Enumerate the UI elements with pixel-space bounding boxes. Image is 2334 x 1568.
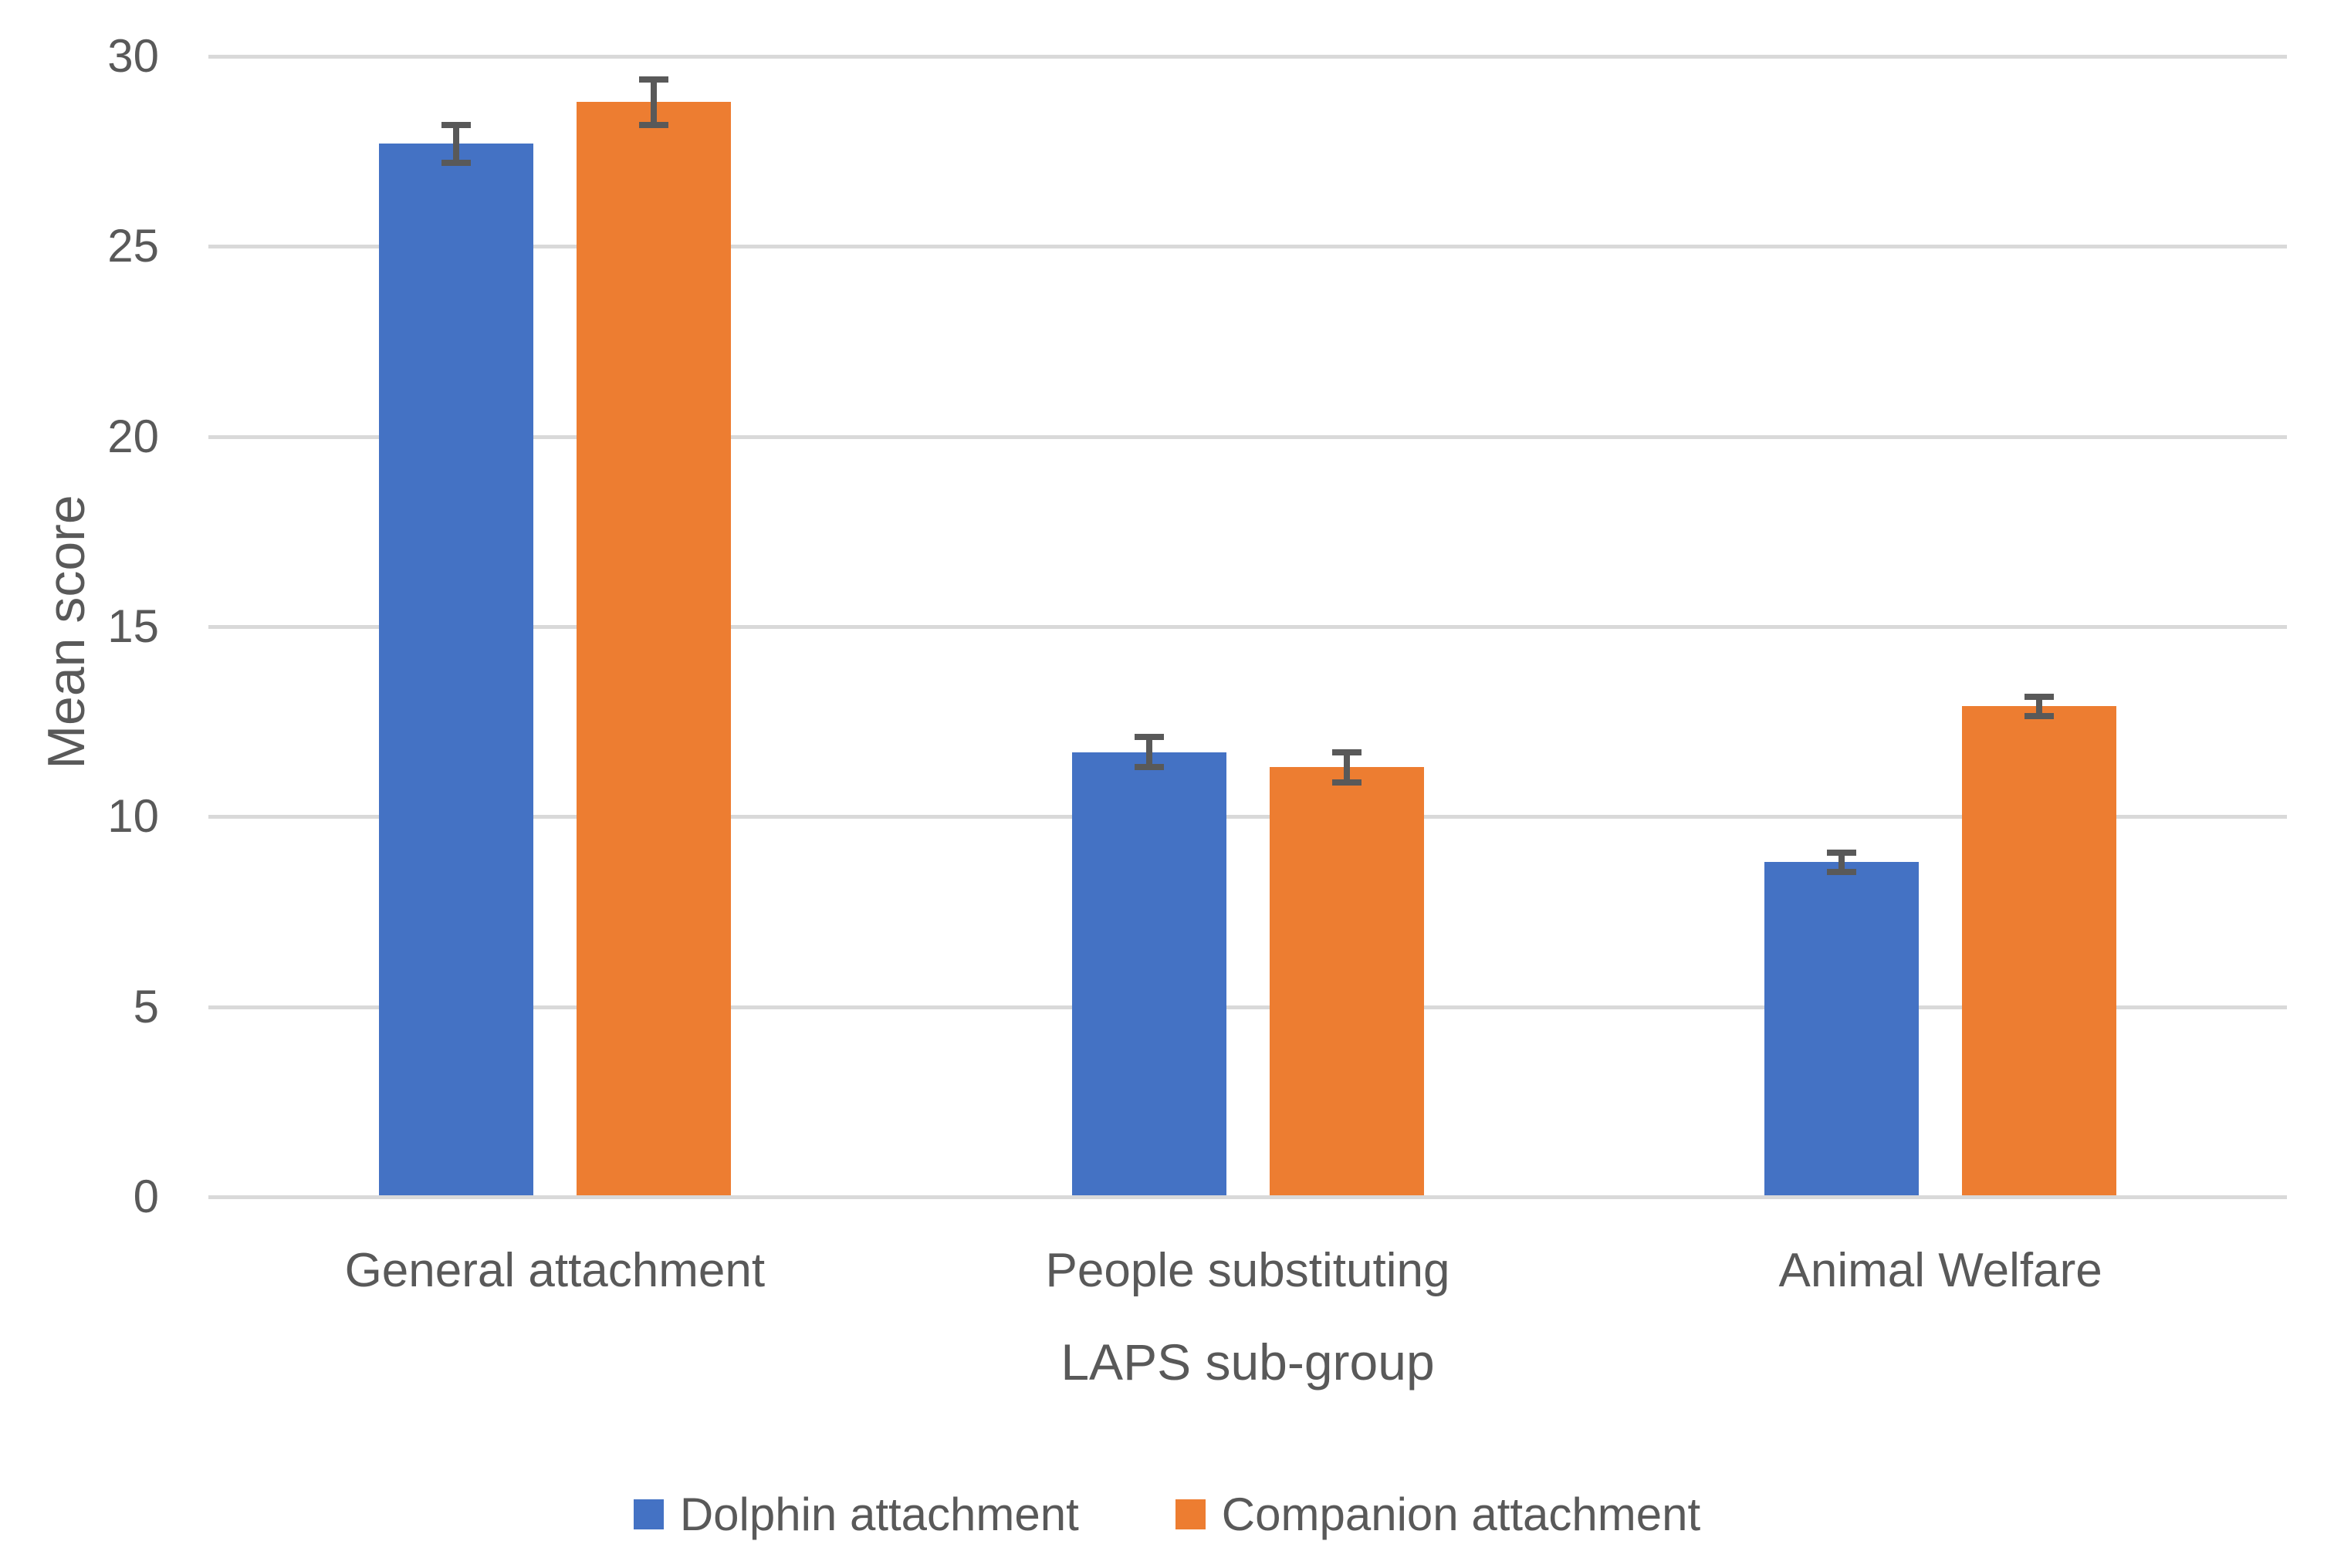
bar-dolphin-attachment-animal-welfare — [1764, 862, 1920, 1195]
x-category-general-attachment: General attachment — [344, 1244, 766, 1297]
error-bar-dolphin-attachment-animal-welfare — [1838, 853, 1845, 872]
x-category-people-substituting: People substituting — [1045, 1244, 1450, 1297]
legend-item-dolphin-attachment: Dolphin attachment — [633, 1488, 1079, 1541]
x-category-animal-welfare: Animal Welfare — [1778, 1244, 2102, 1297]
y-tick-15: 15 — [107, 600, 159, 652]
error-cap-top-dolphin-attachment-animal-welfare — [1827, 850, 1857, 857]
legend: Dolphin attachment Companion attachment — [0, 1488, 2334, 1541]
y-tick-20: 20 — [107, 410, 159, 462]
error-cap-bottom-dolphin-attachment-people-substituting — [1134, 764, 1164, 771]
y-tick-25: 25 — [107, 220, 159, 272]
gridline-25 — [208, 245, 2287, 249]
y-tick-30: 30 — [107, 30, 159, 82]
y-axis-title: Mean score — [37, 495, 96, 769]
gridline-15 — [208, 625, 2287, 629]
error-cap-top-dolphin-attachment-people-substituting — [1134, 733, 1164, 740]
gridline-20 — [208, 434, 2287, 439]
legend-item-companion-attachment: Companion attachment — [1175, 1488, 1700, 1541]
error-bar-companion-attachment-animal-welfare — [2036, 697, 2043, 716]
error-bar-dolphin-attachment-people-substituting — [1145, 736, 1152, 768]
bar-dolphin-attachment-people-substituting — [1071, 752, 1226, 1195]
error-bar-companion-attachment-general-attachment — [650, 79, 657, 125]
error-cap-bottom-dolphin-attachment-general-attachment — [441, 159, 471, 166]
bar-companion-attachment-animal-welfare — [1962, 706, 2117, 1195]
error-bar-companion-attachment-people-substituting — [1343, 752, 1350, 782]
gridline-30 — [208, 55, 2287, 59]
error-cap-bottom-companion-attachment-animal-welfare — [2024, 712, 2055, 719]
error-cap-top-companion-attachment-people-substituting — [1331, 749, 1362, 755]
y-tick-0: 0 — [133, 1171, 159, 1222]
legend-swatch-dolphin-attachment — [633, 1499, 664, 1529]
legend-label-companion-attachment: Companion attachment — [1221, 1489, 1701, 1540]
x-axis-title: LAPS sub-group — [1060, 1333, 1435, 1391]
legend-swatch-companion-attachment — [1175, 1499, 1206, 1529]
error-cap-bottom-dolphin-attachment-animal-welfare — [1827, 868, 1857, 875]
bar-dolphin-attachment-general-attachment — [378, 144, 533, 1195]
error-cap-top-companion-attachment-animal-welfare — [2024, 694, 2055, 701]
y-tick-10: 10 — [107, 790, 159, 843]
bar-companion-attachment-people-substituting — [1269, 767, 1424, 1195]
x-axis-baseline — [208, 1195, 2287, 1199]
error-cap-top-dolphin-attachment-general-attachment — [441, 121, 471, 128]
gridline-10 — [208, 815, 2287, 819]
error-cap-top-companion-attachment-general-attachment — [638, 76, 668, 83]
error-cap-bottom-companion-attachment-general-attachment — [638, 121, 668, 128]
legend-label-dolphin-attachment: Dolphin attachment — [679, 1489, 1079, 1540]
error-bar-dolphin-attachment-general-attachment — [452, 124, 459, 163]
gridline-5 — [208, 1005, 2287, 1009]
error-cap-bottom-companion-attachment-people-substituting — [1331, 779, 1362, 786]
y-tick-5: 5 — [133, 980, 159, 1032]
bar-companion-attachment-general-attachment — [576, 102, 731, 1195]
